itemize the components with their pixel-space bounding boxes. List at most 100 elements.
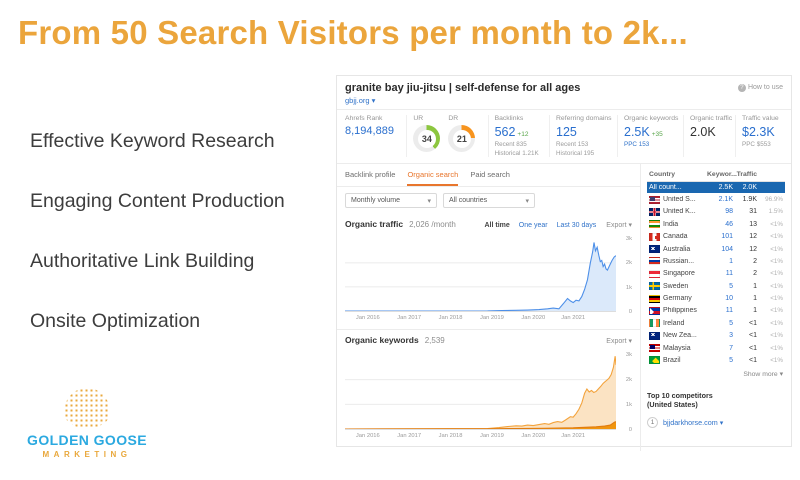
country-keywords: 46 (725, 220, 733, 228)
br-flag-icon (649, 356, 660, 365)
backlinks-value: 562 +12 (494, 125, 529, 139)
country-row[interactable]: Brazil 5 <1 <1% (647, 354, 785, 366)
bullet-item: Authoritative Link Building (30, 250, 255, 272)
export-traffic-button[interactable]: Export ▾ (606, 222, 632, 229)
tab-organic-search[interactable]: Organic search (407, 170, 459, 186)
range-all-time[interactable]: All time (484, 222, 510, 229)
country-row[interactable]: Sweden 5 1 <1% (647, 280, 785, 292)
country-row[interactable]: Russian... 1 2 <1% (647, 255, 785, 267)
country-traffic: 31 (749, 208, 757, 216)
range-last-30-days[interactable]: Last 30 days (556, 222, 597, 229)
country-traffic: 13 (749, 220, 757, 228)
country-row[interactable]: Canada 101 12 <1% (647, 231, 785, 243)
country-row[interactable]: United K... 98 31 1.5% (647, 206, 785, 218)
country-keywords: 5 (729, 356, 733, 364)
x-tick: Jan 2020 (521, 315, 546, 321)
country-traffic-pct: <1% (770, 307, 783, 315)
country-traffic-pct: <1% (770, 245, 783, 253)
metric-referring-domains: Referring domains 125 Recent 153 Histori… (549, 115, 617, 157)
x-tick: Jan 2017 (397, 315, 422, 321)
country-keywords: 11 (725, 270, 733, 278)
country-traffic: <1 (749, 332, 757, 340)
country-keywords: 2.1K (718, 196, 733, 204)
organic-traffic-section-header: Organic traffic 2,026 /month All time One… (337, 214, 640, 232)
page-title: From 50 Search Visitors per month to 2k.… (18, 14, 688, 51)
x-tick: Jan 2016 (355, 433, 380, 439)
competitors-title: Top 10 competitors (United States) (647, 390, 713, 410)
tab-backlink-profile[interactable]: Backlink profile (345, 170, 396, 179)
date-range-links: All time One year Last 30 days (476, 220, 597, 229)
x-tick: Jan 2021 (561, 433, 586, 439)
country-name: United S... (649, 195, 707, 204)
organic-traffic-value: 2.0K (690, 125, 716, 139)
country-keywords: 5 (729, 282, 733, 290)
traffic-x-axis: Jan 2016 Jan 2017 Jan 2018 Jan 2019 Jan 2020… (345, 313, 616, 324)
country-row[interactable]: Singapore 11 2 <1% (647, 268, 785, 280)
country-row[interactable]: All count... 2.5K 2.0K (647, 182, 785, 194)
us-flag-icon (649, 195, 660, 204)
traffic-value-value: $2.3K (742, 125, 775, 139)
country-name: Singapore (649, 269, 707, 278)
country-row[interactable]: Philippines 11 1 <1% (647, 305, 785, 317)
competitor-domain-link[interactable]: bjjdarkhorse.com ▾ (663, 418, 724, 428)
organic-keywords-chart[interactable]: 3k 2k 1k 0 Jan 2016 Jan 2017 Jan 2018 Jan 2019… (345, 350, 632, 442)
how-to-use-link[interactable]: ? How to use (737, 84, 783, 92)
metric-ahrefs-rank: Ahrefs Rank 8,194,889 (345, 115, 406, 157)
y-tick: 1k (625, 402, 632, 408)
chevron-down-icon: ▾ (427, 197, 431, 205)
traffic-plot-area (345, 234, 616, 312)
metric-organic-traffic: Organic traffic 2.0K (683, 115, 735, 157)
competitor-row[interactable]: 1 bjjdarkhorse.com ▾ (647, 417, 785, 429)
keywords-x-axis: Jan 2016 Jan 2017 Jan 2018 Jan 2019 Jan 2020… (345, 431, 616, 442)
country-row[interactable]: Ireland 5 <1 <1% (647, 317, 785, 329)
question-icon: ? (737, 84, 746, 92)
country-name: Canada (649, 232, 707, 241)
country-keywords: 2.5K (718, 184, 733, 192)
organic-traffic-chart[interactable]: 3k 2k 1k 0 Jan 2016 Jan 2017 Jan 2018 Jan 2019… (345, 234, 632, 324)
range-one-year[interactable]: One year (518, 222, 548, 229)
country-name: Ireland (649, 319, 707, 328)
country-row[interactable]: Germany 10 1 <1% (647, 292, 785, 304)
rank-badge: 1 (647, 417, 658, 429)
country-row[interactable]: Australia 104 12 <1% (647, 243, 785, 255)
organic-keywords-title: Organic keywords (345, 335, 419, 345)
show-more-link[interactable]: Show more ▾ (743, 370, 783, 378)
tab-paid-search[interactable]: Paid search (470, 170, 510, 179)
bullet-item: Engaging Content Production (30, 190, 285, 212)
country-traffic-pct: <1% (770, 295, 783, 303)
competitors-section: Top 10 competitors (United States) 1 bjjd… (647, 390, 785, 429)
x-tick: Jan 2020 (521, 433, 546, 439)
filter-all-countries[interactable]: All countries ▾ (443, 193, 535, 208)
country-row[interactable]: Malaysia 7 <1 <1% (647, 342, 785, 354)
ca-flag-icon (649, 232, 660, 241)
country-row[interactable]: India 46 13 <1% (647, 218, 785, 230)
y-tick: 1k (625, 284, 632, 291)
country-traffic-pct: 96.9% (765, 196, 783, 204)
dr-gauge (448, 125, 476, 152)
domain-selector[interactable]: gbjj.org ▾ (345, 96, 376, 105)
y-tick: 2k (625, 260, 632, 267)
country-name: Russian... (649, 257, 707, 266)
y-tick: 3k (625, 235, 632, 242)
filter-monthly-volume[interactable]: Monthly volume ▾ (345, 193, 437, 208)
de-flag-icon (649, 294, 660, 303)
gb-flag-icon (649, 207, 660, 216)
country-row[interactable]: New Zea... 3 <1 <1% (647, 330, 785, 342)
country-traffic-pct: <1% (770, 282, 783, 290)
competitors-list: 1 bjjdarkhorse.com ▾ (647, 417, 785, 429)
report-tabs: Backlink profile Organic search Paid searc… (337, 164, 640, 187)
export-keywords-button[interactable]: Export ▾ (606, 338, 632, 345)
x-tick: Jan 2016 (355, 315, 380, 321)
y-tick: 0 (628, 427, 632, 433)
country-row[interactable]: United S... 2.1K 1.9K 96.9% (647, 193, 785, 205)
countries-panel: Country Keywor... Traffic All count... 2.… (641, 164, 791, 451)
ru-flag-icon (649, 257, 660, 266)
country-name: United K... (649, 207, 707, 216)
country-name: India (649, 220, 707, 229)
x-tick: Jan 2017 (397, 433, 422, 439)
country-traffic: 1 (753, 295, 757, 303)
country-keywords: 98 (725, 208, 733, 216)
metric-backlinks: Backlinks 562 +12 Recent 835 Historical 1… (487, 115, 549, 157)
country-keywords: 104 (721, 245, 733, 253)
bullet-item: Effective Keyword Research (30, 130, 275, 152)
